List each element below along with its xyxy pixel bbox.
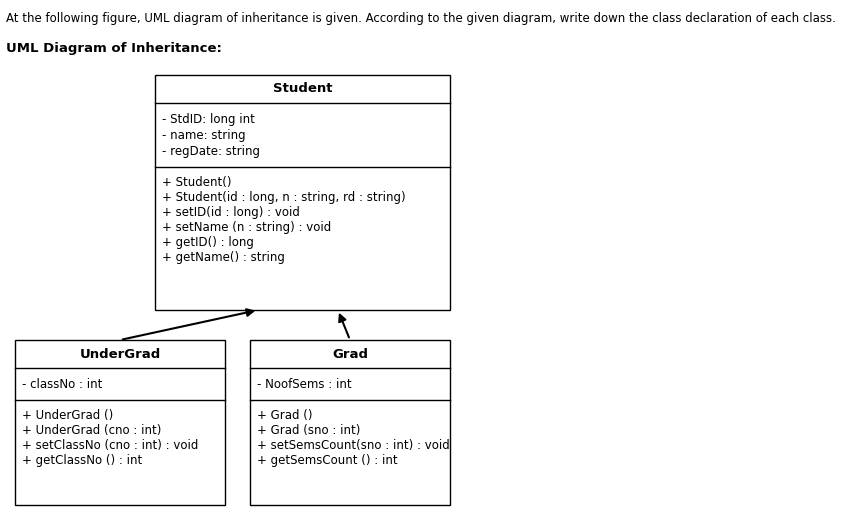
Text: - regDate: string: - regDate: string xyxy=(162,145,260,157)
Text: + setClassNo (cno : int) : void: + setClassNo (cno : int) : void xyxy=(22,439,198,452)
Text: + setID(id : long) : void: + setID(id : long) : void xyxy=(162,206,300,219)
Text: + getSemsCount () : int: + getSemsCount () : int xyxy=(257,454,397,467)
Text: + Student(id : long, n : string, rd : string): + Student(id : long, n : string, rd : st… xyxy=(162,191,405,204)
Text: + getName() : string: + getName() : string xyxy=(162,251,285,264)
Text: + Grad (sno : int): + Grad (sno : int) xyxy=(257,424,360,437)
Text: - NoofSems : int: - NoofSems : int xyxy=(257,378,352,390)
Bar xyxy=(15,340,225,505)
Text: + getID() : long: + getID() : long xyxy=(162,236,254,249)
Text: UnderGrad: UnderGrad xyxy=(80,348,160,360)
Text: + Grad (): + Grad () xyxy=(257,409,313,422)
Bar xyxy=(250,340,450,505)
Text: Grad: Grad xyxy=(332,348,368,360)
Text: + getClassNo () : int: + getClassNo () : int xyxy=(22,454,142,467)
Text: - classNo : int: - classNo : int xyxy=(22,378,102,390)
Text: - name: string: - name: string xyxy=(162,128,246,141)
Bar xyxy=(155,75,450,310)
Text: + setSemsCount(sno : int) : void: + setSemsCount(sno : int) : void xyxy=(257,439,449,452)
Text: + UnderGrad (cno : int): + UnderGrad (cno : int) xyxy=(22,424,161,437)
Text: + setName (n : string) : void: + setName (n : string) : void xyxy=(162,221,332,234)
Text: At the following figure, UML diagram of inheritance is given. According to the g: At the following figure, UML diagram of … xyxy=(6,12,836,25)
Text: - StdID: long int: - StdID: long int xyxy=(162,113,255,126)
Text: Student: Student xyxy=(273,83,333,96)
Text: UML Diagram of Inheritance:: UML Diagram of Inheritance: xyxy=(6,42,222,55)
Text: + Student(): + Student() xyxy=(162,176,231,189)
Text: + UnderGrad (): + UnderGrad () xyxy=(22,409,113,422)
